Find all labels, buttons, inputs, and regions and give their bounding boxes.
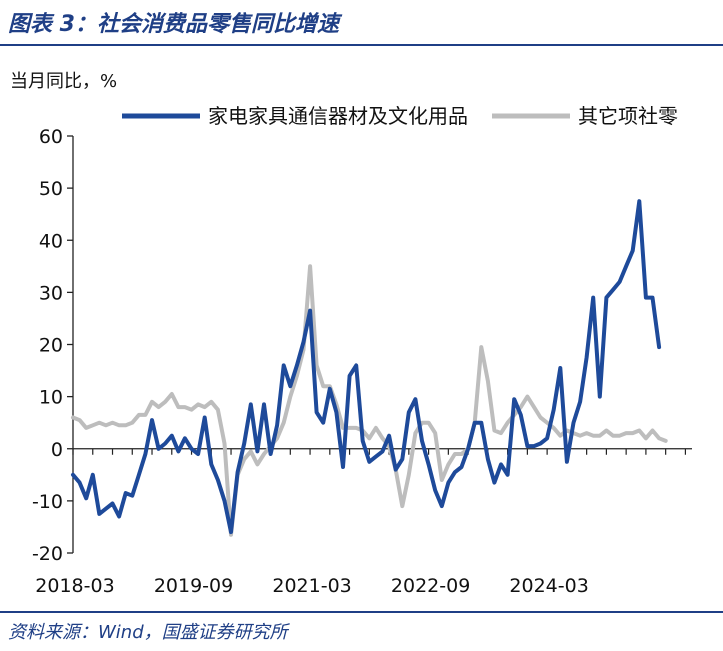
y-tick-label: 0: [51, 439, 63, 461]
title-rule: [0, 44, 723, 46]
axes: -20 -10 0 10 20 30 40 50 60 2018-03 2019-09 2021-03…: [32, 126, 692, 597]
legend: 家电家具通信器材及文化用品 其它项社零: [122, 104, 678, 128]
x-tick-label: 2022-09: [391, 575, 470, 597]
y-tick-label: 20: [39, 335, 63, 357]
y-tick-label: 60: [39, 126, 63, 148]
x-tick-label: 2021-03: [272, 575, 351, 597]
y-tick-label: 40: [39, 230, 63, 252]
legend-label-appliances: 家电家具通信器材及文化用品: [208, 104, 468, 128]
figure-title: 图表 3：社会消费品零售同比增速: [8, 12, 339, 37]
x-tick-label: 2019-09: [154, 575, 233, 597]
source-rule: [0, 611, 723, 613]
y-tick-label: -10: [32, 491, 63, 513]
plot-area: [71, 199, 668, 537]
y-tick-label: -20: [32, 543, 63, 565]
y-tick-label: 30: [39, 282, 63, 304]
x-tick-label: 2024-03: [509, 575, 588, 597]
y-tick-label: 10: [39, 387, 63, 409]
series-line-appliances: [71, 199, 662, 535]
source-note: 资料来源：Wind，国盛证券研究所: [8, 622, 288, 643]
y-axis-unit-label: 当月同比，%: [10, 71, 117, 92]
x-tick-label: 2018-03: [35, 575, 114, 597]
series-line-other: [71, 264, 668, 537]
legend-label-other: 其它项社零: [578, 104, 678, 128]
line-chart: 当月同比，% 家电家具通信器材及文化用品 其它项社零 -20 -10 0 10 20 30…: [10, 71, 692, 597]
y-tick-label: 50: [39, 178, 63, 200]
